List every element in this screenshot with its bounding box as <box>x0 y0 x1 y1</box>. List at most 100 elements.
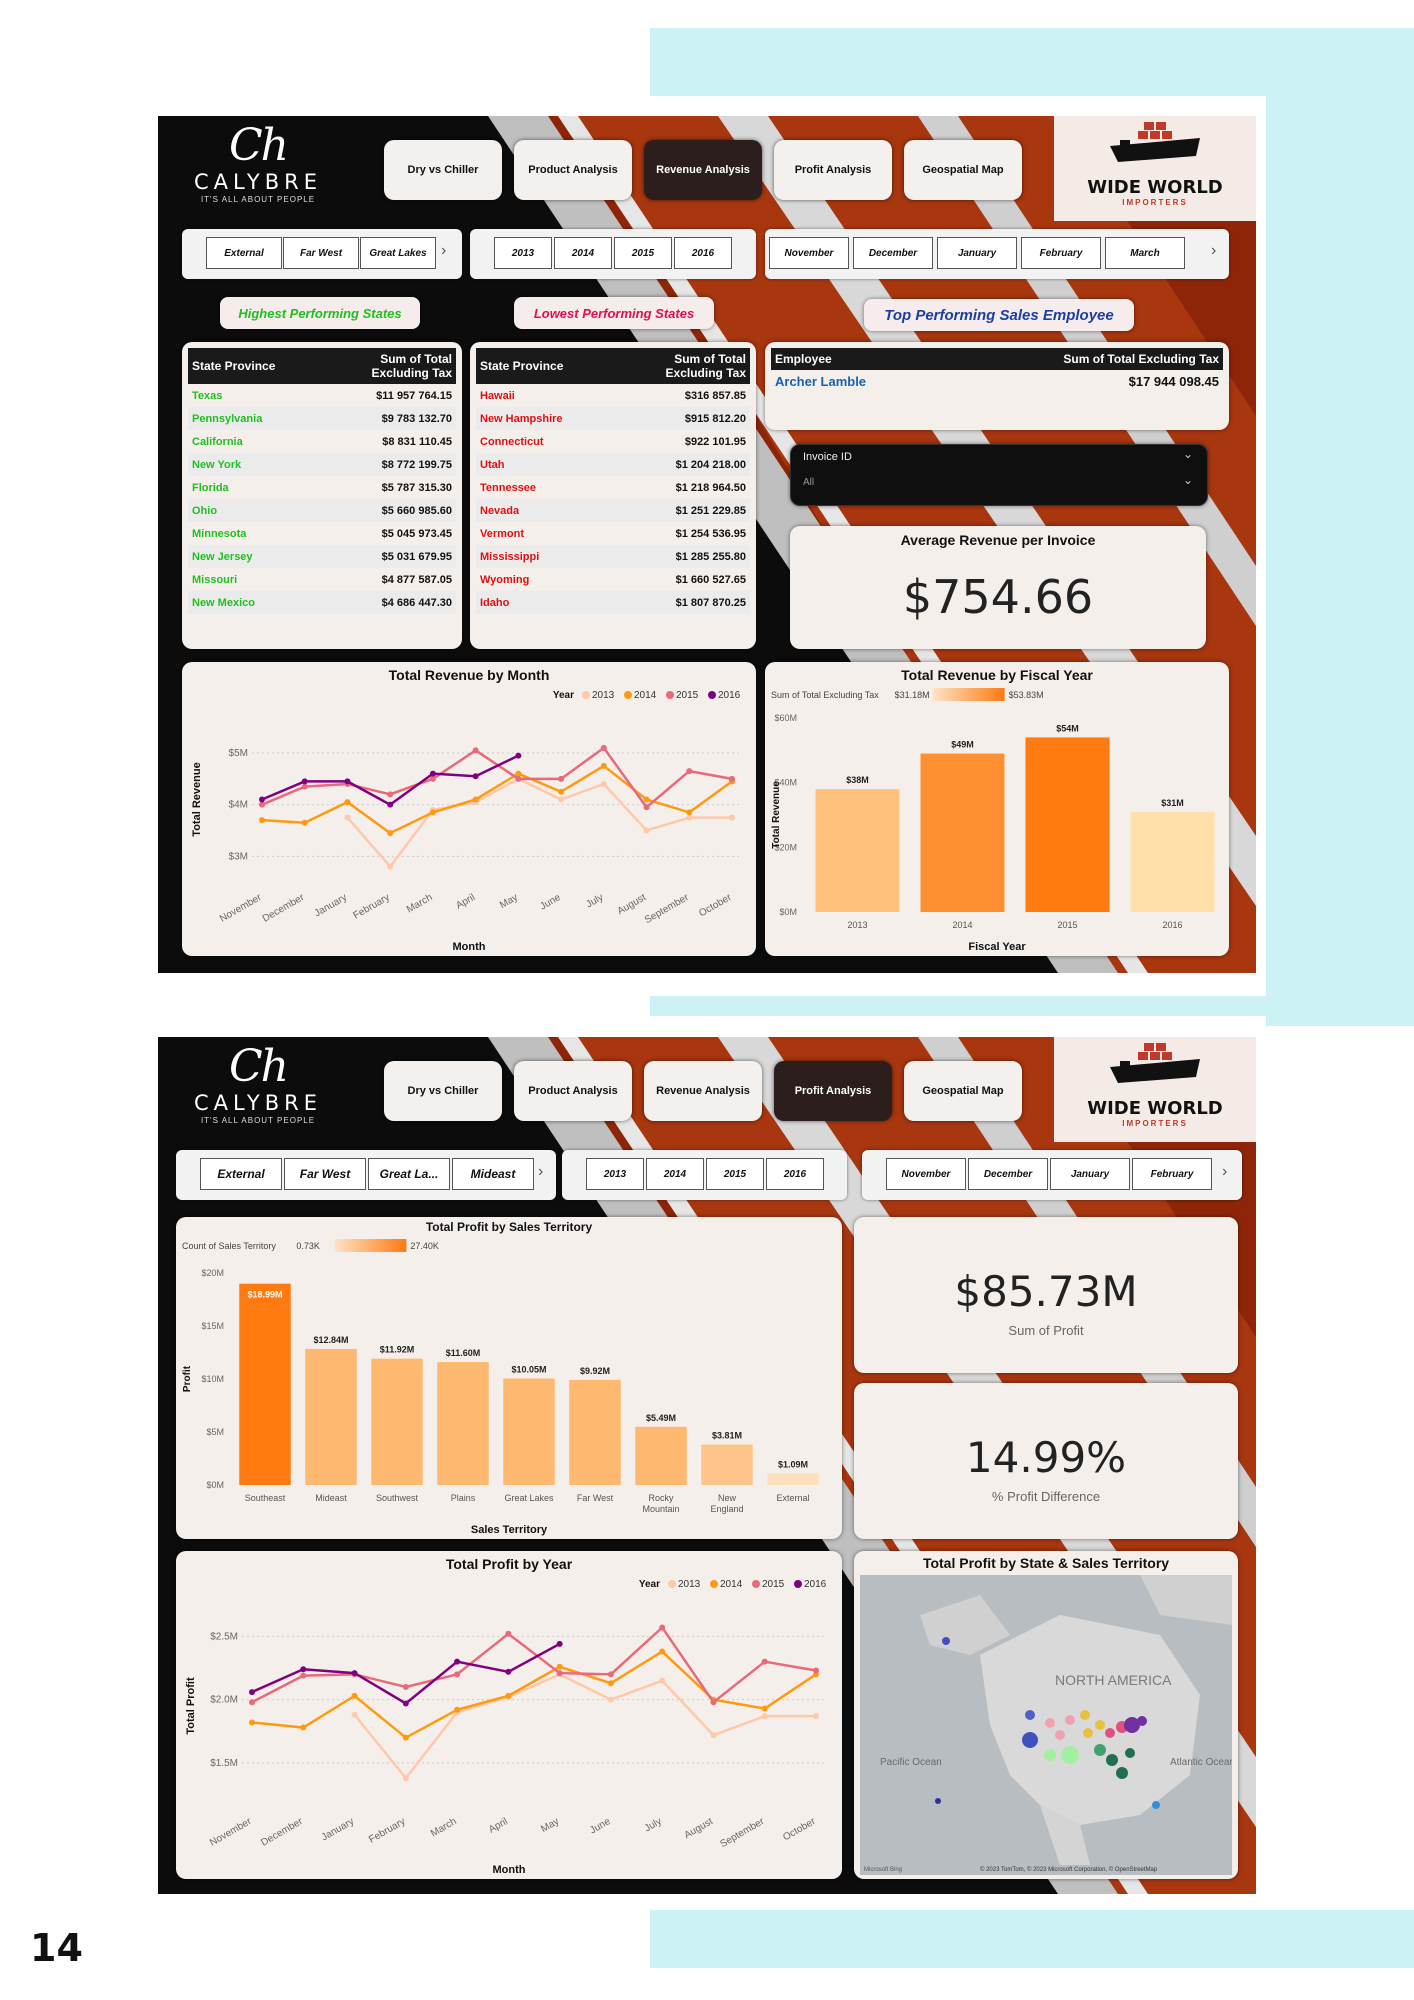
territory-slicer[interactable]: External Far West Great Lakes › <box>182 229 462 279</box>
map-point[interactable] <box>942 1637 950 1645</box>
territory-chip[interactable]: Great Lakes <box>360 237 436 269</box>
map-point[interactable] <box>1095 1720 1105 1730</box>
column-header-state[interactable]: State Province <box>476 348 644 384</box>
map-point[interactable] <box>1080 1710 1090 1720</box>
map-point[interactable] <box>935 1798 941 1804</box>
chevron-right-icon[interactable]: › <box>538 1163 544 1180</box>
year-chip[interactable]: 2015 <box>614 237 672 269</box>
territory-chip[interactable]: Great La... <box>368 1158 450 1190</box>
column-header-sum[interactable]: Sum of Total Excluding Tax <box>941 348 1223 370</box>
map-point[interactable] <box>1124 1717 1140 1733</box>
nav-profit-analysis[interactable]: Profit Analysis <box>774 1061 892 1121</box>
month-chip[interactable]: December <box>968 1158 1048 1190</box>
month-chip[interactable]: November <box>769 237 849 269</box>
map-point[interactable] <box>1055 1730 1065 1740</box>
table-row[interactable]: Idaho $1 807 870.25 <box>476 591 750 614</box>
map-point[interactable] <box>1105 1728 1115 1738</box>
data-point <box>607 1696 614 1703</box>
nav-revenue-analysis[interactable]: Revenue Analysis <box>644 1061 762 1121</box>
invoice-filter-value[interactable]: All <box>803 477 815 488</box>
chevron-down-icon[interactable]: ⌄ <box>1182 473 1193 487</box>
month-chip[interactable]: February <box>1132 1158 1212 1190</box>
month-slicer[interactable]: November December January February March… <box>765 229 1229 279</box>
map-point[interactable] <box>1083 1728 1093 1738</box>
nav-product-analysis[interactable]: Product Analysis <box>514 1061 632 1121</box>
column-header-sum[interactable]: Sum of Total Excluding Tax <box>644 348 750 384</box>
map-point[interactable] <box>1106 1754 1118 1766</box>
state-value: $1 254 536.95 <box>675 527 746 540</box>
nav-dry-vs-chiller[interactable]: Dry vs Chiller <box>384 140 502 200</box>
year-chip[interactable]: 2013 <box>494 237 552 269</box>
year-chip[interactable]: 2014 <box>646 1158 704 1190</box>
chevron-down-icon[interactable]: ⌄ <box>1182 447 1193 461</box>
map-point[interactable] <box>1065 1715 1075 1725</box>
table-row[interactable]: Florida $5 787 315.30 <box>188 476 456 499</box>
year-slicer[interactable]: 2013 2014 2015 2016 <box>470 229 756 279</box>
month-chip[interactable]: January <box>937 237 1017 269</box>
chevron-right-icon[interactable]: › <box>441 242 447 259</box>
month-chip[interactable]: February <box>1021 237 1101 269</box>
table-row[interactable]: New Mexico $4 686 447.30 <box>188 591 456 614</box>
month-slicer[interactable]: November December January February › <box>862 1150 1242 1200</box>
nav-geospatial-map[interactable]: Geospatial Map <box>904 1061 1022 1121</box>
table-row[interactable]: Texas $11 957 764.15 <box>188 384 456 407</box>
territory-chip[interactable]: Mideast <box>452 1158 534 1190</box>
profit-map[interactable]: NORTH AMERICA Pacific Ocean Atlantic Oce… <box>860 1575 1232 1875</box>
year-chip[interactable]: 2016 <box>674 237 732 269</box>
map-attribution[interactable]: © 2023 TomTom, © 2023 Microsoft Corporat… <box>980 1866 1158 1873</box>
month-chip[interactable]: November <box>886 1158 966 1190</box>
map-point[interactable] <box>1025 1710 1035 1720</box>
map-point[interactable] <box>1045 1718 1055 1728</box>
year-slicer[interactable]: 2013 2014 2015 2016 <box>562 1150 847 1200</box>
table-row[interactable]: Nevada $1 251 229.85 <box>476 499 750 522</box>
nav-revenue-analysis[interactable]: Revenue Analysis <box>644 140 762 200</box>
table-row[interactable]: New Hampshire $915 812.20 <box>476 407 750 430</box>
nav-geospatial-map[interactable]: Geospatial Map <box>904 140 1022 200</box>
territory-chip[interactable]: External <box>200 1158 282 1190</box>
month-chip[interactable]: March <box>1105 237 1185 269</box>
chevron-right-icon[interactable]: › <box>1211 242 1217 259</box>
table-row[interactable]: Utah $1 204 218.00 <box>476 453 750 476</box>
year-chip[interactable]: 2013 <box>586 1158 644 1190</box>
year-chip[interactable]: 2016 <box>766 1158 824 1190</box>
column-header-employee[interactable]: Employee <box>771 348 942 370</box>
column-header-sum[interactable]: Sum of Total Excluding Tax <box>356 348 456 384</box>
map-point[interactable] <box>1044 1749 1056 1761</box>
table-row[interactable]: Ohio $5 660 985.60 <box>188 499 456 522</box>
territory-chip[interactable]: Far West <box>283 237 359 269</box>
table-row[interactable]: Minnesota $5 045 973.45 <box>188 522 456 545</box>
month-chip[interactable]: December <box>853 237 933 269</box>
column-header-state[interactable]: State Province <box>188 348 356 384</box>
table-row[interactable]: Wyoming $1 660 527.65 <box>476 568 750 591</box>
map-point[interactable] <box>1094 1744 1106 1756</box>
table-row[interactable]: Hawaii $316 857.85 <box>476 384 750 407</box>
nav-profit-analysis[interactable]: Profit Analysis <box>774 140 892 200</box>
territory-chip[interactable]: Far West <box>284 1158 366 1190</box>
invoice-filter[interactable]: Invoice ID ⌄ All ⌄ <box>790 444 1208 506</box>
nav-dry-vs-chiller[interactable]: Dry vs Chiller <box>384 1061 502 1121</box>
map-point[interactable] <box>1061 1746 1079 1764</box>
territory-slicer[interactable]: External Far West Great La... Mideast › <box>176 1150 556 1200</box>
table-row[interactable]: New York $8 772 199.75 <box>188 453 456 476</box>
year-chip[interactable]: 2014 <box>554 237 612 269</box>
map-point[interactable] <box>1152 1801 1160 1809</box>
table-row[interactable]: California $8 831 110.45 <box>188 430 456 453</box>
map-point[interactable] <box>1137 1716 1147 1726</box>
table-row[interactable]: Missouri $4 877 587.05 <box>188 568 456 591</box>
x-tick-label: October <box>781 1816 818 1844</box>
table-row[interactable]: Pennsylvania $9 783 132.70 <box>188 407 456 430</box>
map-point[interactable] <box>1116 1767 1128 1779</box>
territory-chip[interactable]: External <box>206 237 282 269</box>
table-row[interactable]: Tennessee $1 218 964.50 <box>476 476 750 499</box>
chevron-right-icon[interactable]: › <box>1222 1163 1228 1180</box>
map-point[interactable] <box>1125 1748 1135 1758</box>
table-row[interactable]: Connecticut $922 101.95 <box>476 430 750 453</box>
table-row[interactable]: Mississippi $1 285 255.80 <box>476 545 750 568</box>
nav-product-analysis[interactable]: Product Analysis <box>514 140 632 200</box>
table-row[interactable]: Vermont $1 254 536.95 <box>476 522 750 545</box>
table-row[interactable]: New Jersey $5 031 679.95 <box>188 545 456 568</box>
map-point[interactable] <box>1022 1732 1038 1748</box>
year-chip[interactable]: 2015 <box>706 1158 764 1190</box>
sum-of-profit-label: Sum of Profit <box>1008 1323 1084 1338</box>
month-chip[interactable]: January <box>1050 1158 1130 1190</box>
